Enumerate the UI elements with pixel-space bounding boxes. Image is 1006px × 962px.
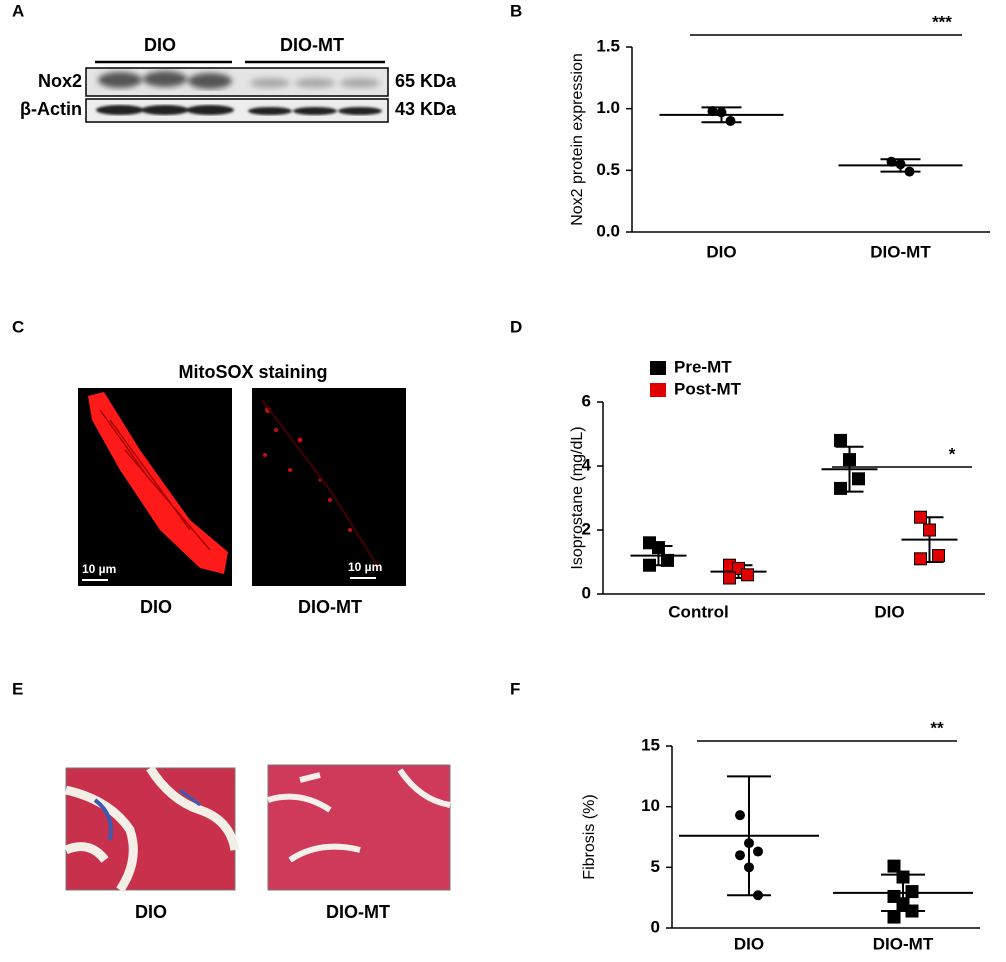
legend-swatch bbox=[650, 361, 666, 375]
staining-panel: MitoSOX staining 10 µm 10 µm DIO DIO-MT bbox=[78, 362, 406, 617]
data-point bbox=[932, 549, 945, 563]
data-point bbox=[905, 885, 919, 899]
y-tick-label: 1.5 bbox=[596, 36, 620, 55]
x-tick-label: DIO-MT bbox=[870, 242, 931, 261]
panel-label: A bbox=[12, 1, 24, 20]
image-caption: DIO bbox=[135, 902, 167, 922]
legend-swatch bbox=[650, 383, 666, 397]
y-tick-label: 0 bbox=[651, 917, 660, 936]
x-tick-label: DIO bbox=[874, 602, 904, 621]
scale-bar-label: 10 µm bbox=[82, 562, 116, 576]
data-point bbox=[744, 862, 754, 873]
y-tick-label: 10 bbox=[641, 796, 660, 815]
data-point bbox=[895, 159, 906, 170]
data-point bbox=[741, 568, 754, 582]
data-point bbox=[753, 890, 763, 901]
y-tick-label: 2 bbox=[582, 519, 591, 538]
data-point bbox=[923, 523, 936, 537]
panel-label: B bbox=[510, 1, 522, 20]
y-tick-label: 6 bbox=[582, 391, 591, 410]
data-point bbox=[744, 838, 754, 849]
significance-label: *** bbox=[932, 12, 952, 31]
histology-panel: DIO DIO-MT bbox=[64, 764, 451, 922]
y-tick-label: 5 bbox=[651, 857, 660, 876]
x-tick-label: DIO-MT bbox=[873, 934, 934, 953]
data-point bbox=[661, 553, 674, 567]
data-point bbox=[707, 106, 718, 117]
blot-size: 43 KDa bbox=[395, 99, 457, 119]
significance-label: * bbox=[949, 444, 956, 463]
data-point bbox=[914, 510, 927, 524]
data-point bbox=[834, 433, 847, 447]
y-axis-title: Fibrosis (%) bbox=[581, 794, 598, 879]
y-tick-label: 15 bbox=[641, 735, 660, 754]
data-point bbox=[725, 116, 736, 126]
data-point bbox=[914, 552, 927, 566]
blot-group: DIO-MT bbox=[280, 35, 344, 55]
data-point bbox=[753, 846, 763, 857]
data-point bbox=[716, 107, 727, 118]
scale-bar-label: 10 µm bbox=[348, 560, 382, 574]
blot-size: 65 KDa bbox=[395, 71, 457, 91]
blot-row-label: β-Actin bbox=[20, 99, 82, 119]
image-caption: DIO bbox=[140, 597, 172, 617]
significance-label: ** bbox=[930, 718, 944, 737]
blot-group: DIO bbox=[144, 35, 176, 55]
image-caption: DIO-MT bbox=[298, 597, 362, 617]
data-point bbox=[643, 558, 656, 572]
y-tick-label: 0.5 bbox=[596, 160, 620, 179]
data-point bbox=[735, 850, 745, 861]
y-tick-label: 0.0 bbox=[596, 221, 620, 240]
x-tick-label: Control bbox=[668, 602, 728, 621]
data-point bbox=[735, 810, 745, 821]
x-tick-label: DIO bbox=[706, 242, 736, 261]
data-point bbox=[723, 571, 736, 585]
legend-label: Post-MT bbox=[674, 379, 742, 398]
data-point bbox=[904, 166, 915, 177]
western-blot: DIO DIO-MT Nox2 β-Actin 65 KDa 43 KDa bbox=[20, 35, 457, 123]
x-tick-label: DIO bbox=[734, 934, 764, 953]
panel-label: D bbox=[510, 317, 522, 336]
y-tick-label: 0 bbox=[582, 583, 591, 602]
data-point bbox=[887, 859, 901, 873]
staining-title: MitoSOX staining bbox=[178, 362, 327, 382]
data-point bbox=[886, 156, 897, 167]
blot-row-label: Nox2 bbox=[38, 71, 82, 91]
data-point bbox=[834, 481, 847, 495]
data-point bbox=[652, 541, 665, 555]
y-axis-title: Nox2 protein expression bbox=[569, 53, 586, 226]
y-axis-title: Isoprostane (mg/dL) bbox=[569, 426, 586, 569]
panel-label: C bbox=[12, 317, 24, 336]
data-point bbox=[852, 472, 865, 486]
data-point bbox=[843, 453, 856, 467]
image-caption: DIO-MT bbox=[326, 902, 390, 922]
data-point bbox=[887, 910, 901, 924]
panel-label: F bbox=[510, 679, 520, 698]
legend-label: Pre-MT bbox=[674, 357, 732, 376]
y-tick-label: 4 bbox=[582, 455, 592, 474]
data-point bbox=[896, 870, 910, 884]
panel-label: E bbox=[12, 679, 23, 698]
y-tick-label: 1.0 bbox=[596, 98, 620, 117]
data-point bbox=[905, 904, 919, 918]
